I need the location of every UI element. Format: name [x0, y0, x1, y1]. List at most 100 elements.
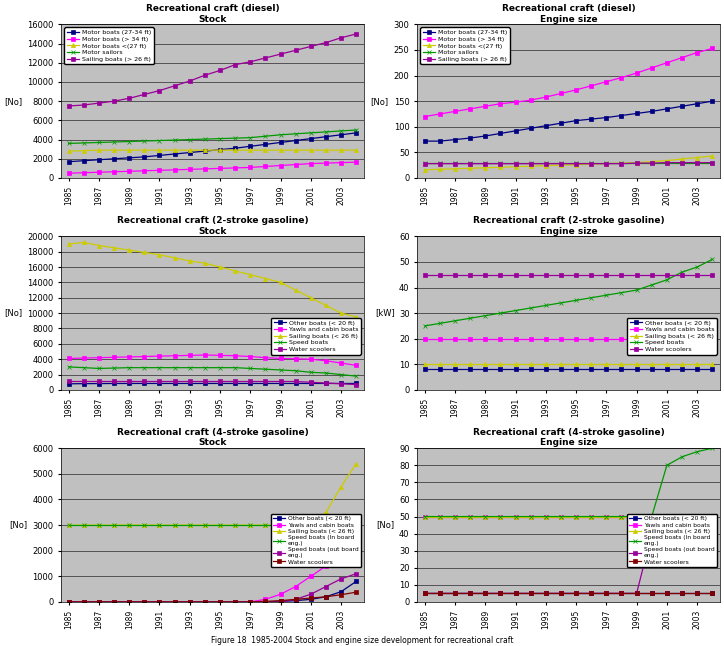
Y-axis label: [No]: [No]	[4, 97, 22, 106]
Other boats (< 20 ft)	[526, 590, 535, 598]
Sailing boats (< 26 ft)	[95, 521, 104, 529]
Yawls and cabin boats	[526, 335, 535, 342]
Motor boats <(27 ft)	[277, 146, 285, 154]
Speed boats	[246, 364, 255, 372]
Title: Recreational craft (diesel)
Engine size: Recreational craft (diesel) Engine size	[502, 4, 636, 23]
Motor boats (27-34 ft)	[352, 129, 361, 137]
Water scoolers	[125, 378, 133, 386]
Y-axis label: [No]: [No]	[376, 521, 394, 530]
Water scoolers	[526, 271, 535, 278]
Yawls and cabin boats	[201, 351, 209, 359]
Motor boats (> 34 ft)	[587, 82, 596, 90]
Motor boats (> 34 ft)	[496, 100, 505, 108]
Speed boats (out board
eng.)	[110, 598, 119, 606]
Yawls and cabin boats	[246, 598, 255, 606]
Motor sailors	[602, 159, 610, 167]
Water scoolers	[155, 598, 164, 606]
Water scoolers	[337, 591, 345, 599]
Sailing boats (< 26 ft)	[542, 360, 550, 368]
Sailing boats (< 26 ft)	[526, 513, 535, 521]
Water scoolers	[170, 378, 179, 386]
Speed boats (In board
eng.)	[436, 513, 445, 521]
Sailing boats (< 26 ft)	[466, 513, 474, 521]
Sailing boats (< 26 ft)	[125, 521, 133, 529]
Sailing boats (< 26 ft)	[140, 521, 148, 529]
Speed boats	[693, 263, 702, 271]
Yawls and cabin boats	[64, 598, 73, 606]
Water scoolers	[64, 598, 73, 606]
Sailing boats (> 26 ft)	[170, 82, 179, 90]
Speed boats	[201, 364, 209, 371]
Water scoolers	[80, 378, 88, 386]
Motor boats (> 34 ft)	[526, 96, 535, 104]
Sailing boats (< 26 ft)	[155, 521, 164, 529]
Speed boats (out board
eng.)	[95, 598, 104, 606]
Water scoolers	[450, 271, 459, 278]
Motor sailors	[708, 159, 717, 167]
Line: Yawls and cabin boats: Yawls and cabin boats	[67, 353, 358, 368]
Sailing boats (< 26 ft)	[526, 360, 535, 368]
Other boats (< 20 ft)	[602, 590, 610, 598]
Other boats (< 20 ft)	[291, 380, 300, 388]
Yawls and cabin boats	[693, 513, 702, 521]
Sailing boats (< 26 ft)	[277, 278, 285, 286]
Speed boats (out board
eng.)	[291, 596, 300, 603]
Motor boats <(27 ft)	[496, 163, 505, 171]
Other boats (< 20 ft)	[170, 598, 179, 606]
Yawls and cabin boats	[125, 598, 133, 606]
Sailing boats (< 26 ft)	[80, 238, 88, 246]
Sailing boats (< 26 ft)	[201, 259, 209, 267]
Other boats (< 20 ft)	[511, 590, 520, 598]
Motor boats (> 34 ft)	[647, 64, 656, 72]
Speed boats	[170, 364, 179, 371]
Sailing boats (> 26 ft)	[201, 71, 209, 79]
Speed boats (In board
eng.)	[321, 521, 330, 529]
Sailing boats (< 26 ft)	[80, 521, 88, 529]
Motor boats <(27 ft)	[95, 146, 104, 154]
Motor boats (> 34 ft)	[632, 69, 641, 77]
Water scoolers	[352, 380, 361, 388]
Motor sailors	[306, 129, 315, 137]
Title: Recreational craft (4-stroke gasoline)
Engine size: Recreational craft (4-stroke gasoline) E…	[473, 428, 665, 448]
Motor boats <(27 ft)	[246, 146, 255, 154]
Sailing boats (> 26 ft)	[511, 160, 520, 167]
Yawls and cabin boats	[450, 335, 459, 342]
Motor boats (27-34 ft)	[110, 155, 119, 163]
Motor sailors	[466, 159, 474, 167]
Motor boats (> 34 ft)	[246, 163, 255, 171]
Sailing boats (< 26 ft)	[185, 257, 194, 265]
Water scoolers	[542, 590, 550, 598]
Yawls and cabin boats	[231, 352, 240, 360]
Motor boats (> 34 ft)	[352, 158, 361, 166]
Other boats (< 20 ft)	[306, 596, 315, 603]
Other boats (< 20 ft)	[662, 590, 671, 598]
Speed boats	[587, 294, 596, 302]
Speed boats (In board
eng.)	[185, 521, 194, 529]
Motor boats (27-34 ft)	[155, 152, 164, 160]
Speed boats (In board
eng.)	[64, 521, 73, 529]
Other boats (< 20 ft)	[185, 380, 194, 388]
Speed boats (In board
eng.)	[216, 521, 224, 529]
Line: Water scoolers: Water scoolers	[423, 273, 715, 276]
Motor boats (27-34 ft)	[201, 147, 209, 155]
Speed boats (out board
eng.)	[216, 598, 224, 606]
Sailing boats (< 26 ft)	[95, 242, 104, 249]
Motor boats <(27 ft)	[436, 165, 445, 173]
Speed boats (out board
eng.)	[708, 513, 717, 521]
Motor boats (27-34 ft)	[95, 156, 104, 163]
Other boats (< 20 ft)	[155, 598, 164, 606]
Motor boats (> 34 ft)	[421, 112, 429, 120]
Motor boats (27-34 ft)	[306, 135, 315, 143]
Water scoolers	[662, 271, 671, 278]
Motor sailors	[481, 159, 489, 167]
Sailing boats (< 26 ft)	[125, 246, 133, 254]
Sailing boats (< 26 ft)	[496, 360, 505, 368]
Sailing boats (< 26 ft)	[436, 513, 445, 521]
Speed boats (out board
eng.)	[693, 513, 702, 521]
Yawls and cabin boats	[246, 353, 255, 360]
Other boats (< 20 ft)	[306, 380, 315, 388]
Water scoolers	[481, 590, 489, 598]
Other boats (< 20 ft)	[572, 590, 581, 598]
Other boats (< 20 ft)	[125, 598, 133, 606]
Speed boats (In board
eng.)	[450, 513, 459, 521]
